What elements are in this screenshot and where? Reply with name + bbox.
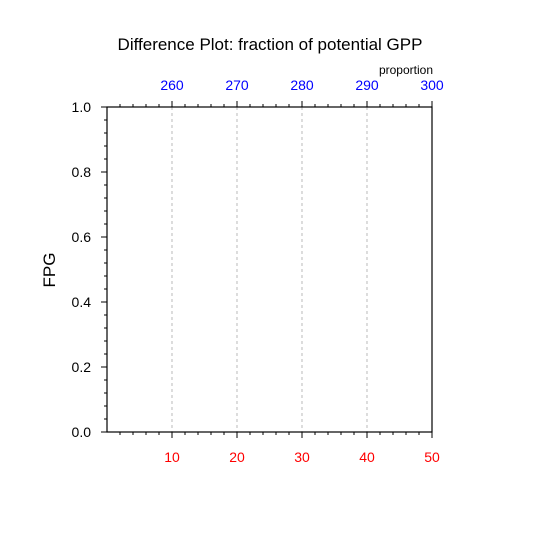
y-tick-label: 0.6 xyxy=(72,229,92,245)
x-tick-label: 30 xyxy=(294,449,310,465)
x-tick-label: 50 xyxy=(424,449,440,465)
x-tick-label: 20 xyxy=(229,449,245,465)
y-tick-label: 0.4 xyxy=(72,294,92,310)
tick-labels: 10 20 30 40 50 260 270 280 290 300 0.0 0.2 0.4 0.6 0.8… xyxy=(72,77,444,465)
y-axis-label: FPG xyxy=(40,253,59,288)
x-tick-label: 40 xyxy=(359,449,375,465)
top-tick-label: 260 xyxy=(160,77,184,93)
top-tick-label: 270 xyxy=(225,77,249,93)
plot-frame xyxy=(106,106,433,433)
chart-title: Difference Plot: fraction of potential G… xyxy=(118,35,423,54)
x-tick-label: 10 xyxy=(164,449,180,465)
top-axis-label: proportion xyxy=(379,63,433,77)
top-tick-label: 300 xyxy=(420,77,444,93)
top-tick-label: 290 xyxy=(355,77,379,93)
y-tick-label: 0.8 xyxy=(72,164,92,180)
y-tick-label: 0.0 xyxy=(72,424,92,440)
y-tick-label: 0.2 xyxy=(72,359,92,375)
grid-lines xyxy=(171,107,368,432)
top-tick-label: 280 xyxy=(290,77,314,93)
axis-ticks xyxy=(101,101,433,438)
y-tick-label: 1.0 xyxy=(72,99,92,115)
